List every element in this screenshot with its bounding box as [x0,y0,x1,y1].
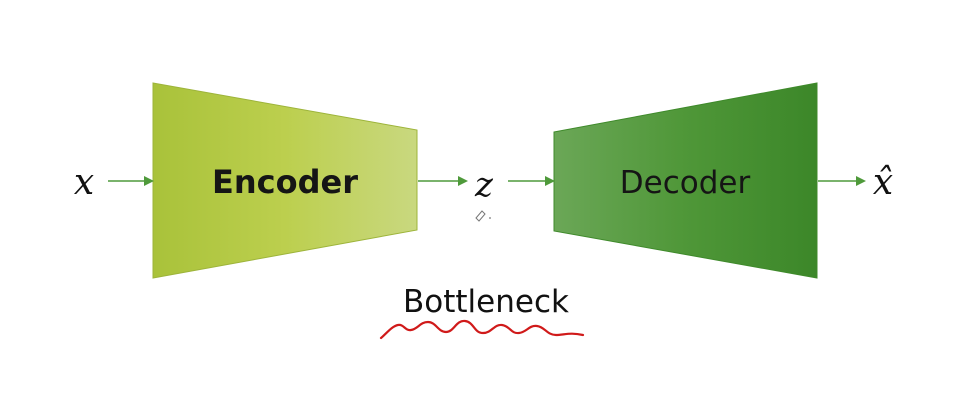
output-symbol: x̂ [873,162,893,203]
input-symbol: x [74,162,94,203]
encoder-shape [152,82,418,279]
bottleneck-label: Bottleneck [403,284,569,320]
decoder-shape [553,82,818,279]
encoder-block: Encoder [152,82,418,279]
decoder-block: Decoder [553,82,818,279]
handwritten-underline [379,319,585,340]
latent-symbol: z [474,165,494,205]
pen-cursor-icon [475,210,491,222]
encoder-label: Encoder [212,163,358,201]
decoder-label: Decoder [620,165,751,201]
